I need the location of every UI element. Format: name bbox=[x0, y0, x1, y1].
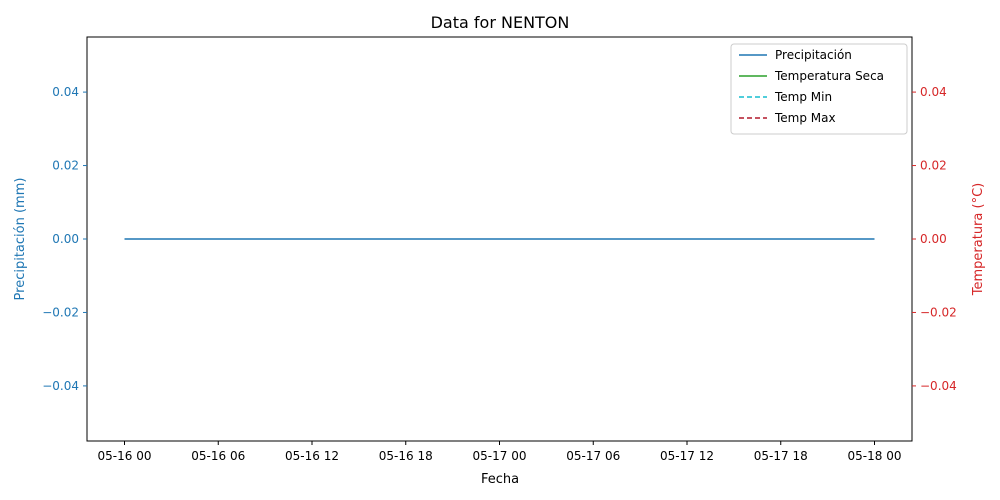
plot-area: 05-16 00 05-16 06 05-16 12 05-16 18 05-17 00… bbox=[42, 36, 957, 463]
x-tick-label: 05-16 06 bbox=[191, 449, 245, 463]
y-right-tick-label: 0.04 bbox=[920, 85, 947, 99]
legend: Precipitación Temperatura Seca Temp Min Tem… bbox=[730, 43, 908, 135]
x-tick-label: 05-17 00 bbox=[473, 449, 527, 463]
x-tick-label: 05-18 00 bbox=[848, 449, 902, 463]
y-left-tick-label: 0.00 bbox=[52, 232, 79, 246]
y-right-tick-label: 0.00 bbox=[920, 232, 947, 246]
y-right-tick-label: 0.02 bbox=[920, 159, 947, 173]
y-axis-left-label: Precipitación (mm) bbox=[13, 178, 28, 301]
legend-label: Temp Min bbox=[774, 90, 832, 104]
x-tick-label: 05-16 18 bbox=[379, 449, 433, 463]
legend-label: Temperatura Seca bbox=[774, 69, 884, 83]
y-right-tick-label: −0.04 bbox=[920, 379, 957, 393]
legend-label: Precipitación bbox=[775, 48, 852, 62]
x-tick-label: 05-16 12 bbox=[285, 449, 339, 463]
legend-box bbox=[730, 43, 908, 135]
x-tick-label: 05-17 18 bbox=[754, 449, 808, 463]
y-right-tick-label: −0.02 bbox=[920, 305, 957, 319]
x-axis-label: Fecha bbox=[481, 472, 519, 487]
y-left-tick-label: −0.02 bbox=[42, 305, 79, 319]
y-axis-right-label: Temperatura (°C) bbox=[971, 183, 986, 296]
x-tick-label: 05-17 06 bbox=[566, 449, 620, 463]
chart-title: Data for NENTON bbox=[431, 13, 570, 32]
legend-label: Temp Max bbox=[774, 111, 836, 125]
y-left-tick-label: −0.04 bbox=[42, 379, 79, 393]
y-left-tick-label: 0.04 bbox=[52, 85, 79, 99]
x-tick-label: 05-16 00 bbox=[98, 449, 152, 463]
x-tick-label: 05-17 12 bbox=[660, 449, 714, 463]
y-left-tick-label: 0.02 bbox=[52, 159, 79, 173]
